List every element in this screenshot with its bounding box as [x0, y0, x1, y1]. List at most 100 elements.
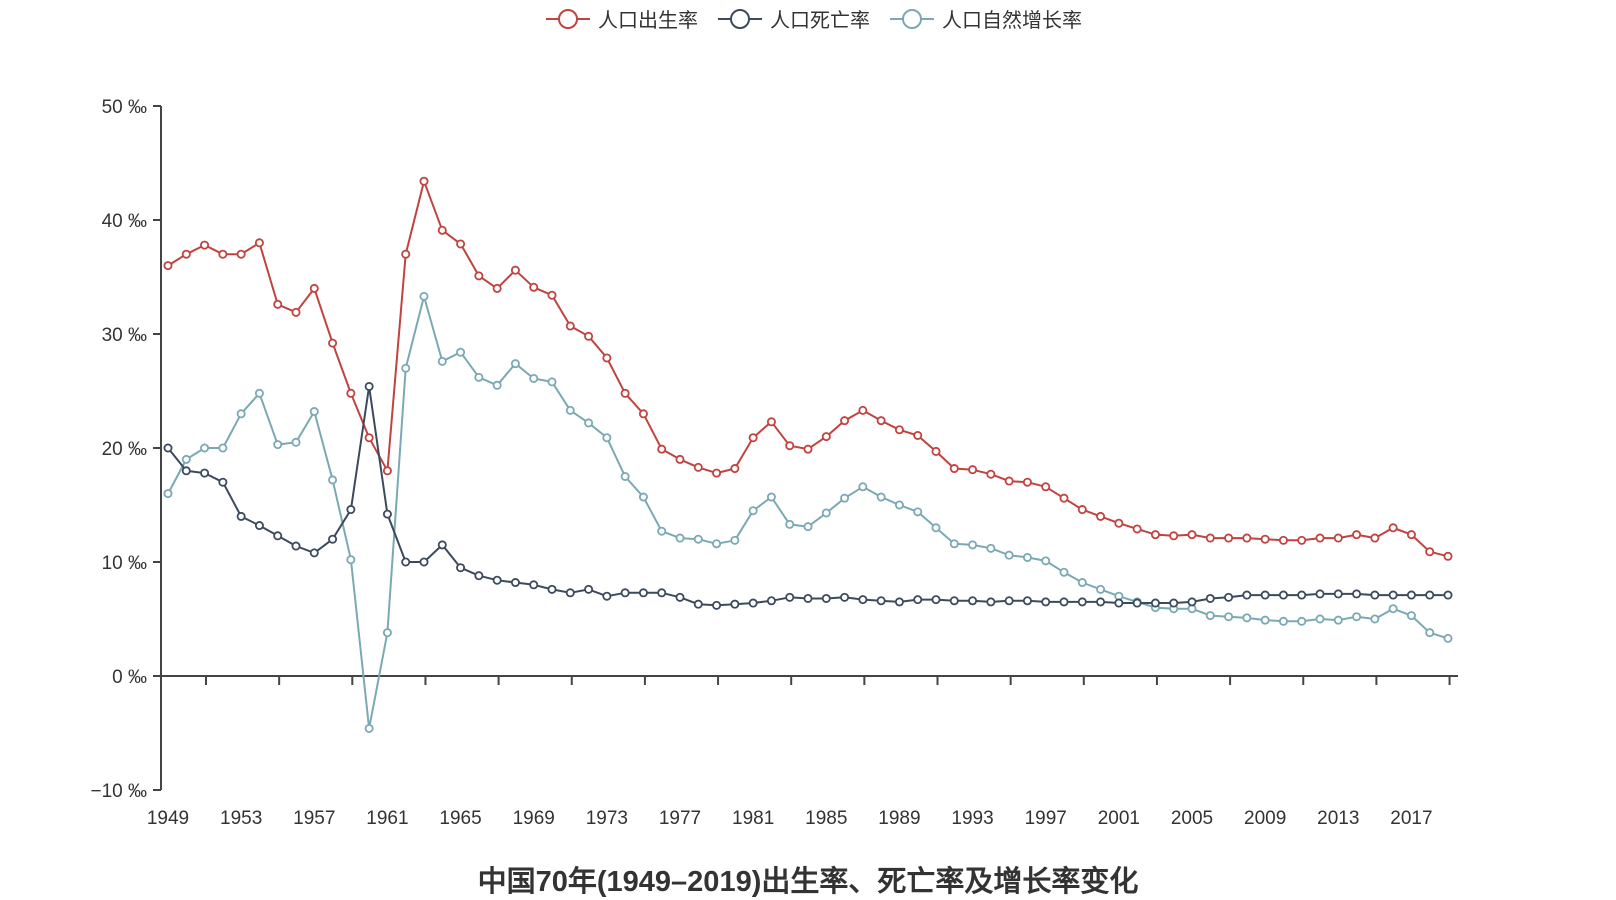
data-point-marker[interactable] [1114, 598, 1124, 608]
data-point-marker[interactable] [1022, 477, 1032, 487]
data-point-marker[interactable] [693, 599, 703, 609]
data-point-marker[interactable] [876, 596, 886, 606]
data-point-marker[interactable] [602, 433, 612, 443]
data-point-marker[interactable] [1425, 628, 1435, 638]
data-point-marker[interactable] [931, 446, 941, 456]
data-point-marker[interactable] [1059, 567, 1069, 577]
data-point-marker[interactable] [1096, 597, 1106, 607]
data-point-marker[interactable] [401, 249, 411, 259]
data-point-marker[interactable] [273, 299, 283, 309]
data-point-marker[interactable] [382, 509, 392, 519]
data-point-marker[interactable] [766, 417, 776, 427]
data-point-marker[interactable] [968, 596, 978, 606]
data-point-marker[interactable] [529, 373, 539, 383]
data-point-marker[interactable] [1352, 589, 1362, 599]
data-point-marker[interactable] [1205, 611, 1215, 621]
data-point-marker[interactable] [803, 444, 813, 454]
data-point-marker[interactable] [1278, 616, 1288, 626]
data-point-marker[interactable] [364, 381, 374, 391]
data-point-marker[interactable] [565, 588, 575, 598]
data-point-marker[interactable] [510, 265, 520, 275]
data-point-marker[interactable] [931, 595, 941, 605]
data-point-marker[interactable] [1022, 596, 1032, 606]
data-point-marker[interactable] [1333, 615, 1343, 625]
data-point-marker[interactable] [693, 462, 703, 472]
data-point-marker[interactable] [1352, 530, 1362, 540]
data-point-marker[interactable] [200, 240, 210, 250]
data-point-marker[interactable] [254, 521, 264, 531]
data-point-marker[interactable] [657, 444, 667, 454]
data-point-marker[interactable] [236, 409, 246, 419]
data-point-marker[interactable] [1224, 612, 1234, 622]
data-point-marker[interactable] [876, 492, 886, 502]
data-point-marker[interactable] [748, 506, 758, 516]
data-point-marker[interactable] [419, 291, 429, 301]
data-point-marker[interactable] [1406, 590, 1416, 600]
data-point-marker[interactable] [1004, 476, 1014, 486]
data-point-marker[interactable] [163, 261, 173, 271]
data-point-marker[interactable] [1041, 556, 1051, 566]
data-point-marker[interactable] [236, 249, 246, 259]
data-point-marker[interactable] [949, 596, 959, 606]
data-point-marker[interactable] [858, 405, 868, 415]
data-point-marker[interactable] [785, 519, 795, 529]
data-point-marker[interactable] [1406, 530, 1416, 540]
data-point-marker[interactable] [1278, 590, 1288, 600]
data-point-marker[interactable] [346, 388, 356, 398]
data-point-marker[interactable] [474, 372, 484, 382]
data-point-marker[interactable] [456, 347, 466, 357]
data-point-marker[interactable] [986, 597, 996, 607]
data-point-marker[interactable] [547, 290, 557, 300]
data-point-marker[interactable] [1315, 614, 1325, 624]
data-point-marker[interactable] [968, 465, 978, 475]
data-point-marker[interactable] [309, 548, 319, 558]
data-point-marker[interactable] [675, 454, 685, 464]
data-point-marker[interactable] [840, 493, 850, 503]
data-point-marker[interactable] [236, 511, 246, 521]
data-point-marker[interactable] [346, 505, 356, 515]
data-point-marker[interactable] [291, 307, 301, 317]
data-point-marker[interactable] [766, 492, 776, 502]
data-point-marker[interactable] [328, 475, 338, 485]
data-point-marker[interactable] [748, 598, 758, 608]
data-point-marker[interactable] [273, 531, 283, 541]
data-point-marker[interactable] [1224, 592, 1234, 602]
data-point-marker[interactable] [712, 600, 722, 610]
data-point-marker[interactable] [437, 356, 447, 366]
data-point-marker[interactable] [1169, 598, 1179, 608]
data-point-marker[interactable] [584, 584, 594, 594]
data-point-marker[interactable] [1333, 589, 1343, 599]
data-point-marker[interactable] [638, 492, 648, 502]
data-point-marker[interactable] [840, 416, 850, 426]
data-point-marker[interactable] [1059, 493, 1069, 503]
data-point-marker[interactable] [1096, 511, 1106, 521]
legend-item-death-rate[interactable]: 人口死亡率 [718, 4, 870, 33]
data-point-marker[interactable] [602, 591, 612, 601]
data-point-marker[interactable] [1169, 531, 1179, 541]
data-point-marker[interactable] [456, 563, 466, 573]
data-point-marker[interactable] [547, 584, 557, 594]
data-point-marker[interactable] [309, 283, 319, 293]
data-point-marker[interactable] [1370, 533, 1380, 543]
data-point-marker[interactable] [1297, 590, 1307, 600]
data-point-marker[interactable] [730, 535, 740, 545]
data-point-marker[interactable] [1242, 533, 1252, 543]
data-point-marker[interactable] [1315, 533, 1325, 543]
data-point-marker[interactable] [1406, 611, 1416, 621]
data-point-marker[interactable] [949, 464, 959, 474]
data-point-marker[interactable] [328, 338, 338, 348]
data-point-marker[interactable] [1242, 590, 1252, 600]
data-point-marker[interactable] [1114, 518, 1124, 528]
data-point-marker[interactable] [437, 225, 447, 235]
data-point-marker[interactable] [1260, 615, 1270, 625]
data-point-marker[interactable] [547, 377, 557, 387]
data-point-marker[interactable] [1278, 535, 1288, 545]
data-point-marker[interactable] [840, 592, 850, 602]
data-point-marker[interactable] [1004, 550, 1014, 560]
data-point-marker[interactable] [913, 595, 923, 605]
data-point-marker[interactable] [1297, 616, 1307, 626]
data-point-marker[interactable] [1205, 533, 1215, 543]
data-point-marker[interactable] [766, 596, 776, 606]
data-point-marker[interactable] [200, 468, 210, 478]
data-point-marker[interactable] [200, 443, 210, 453]
